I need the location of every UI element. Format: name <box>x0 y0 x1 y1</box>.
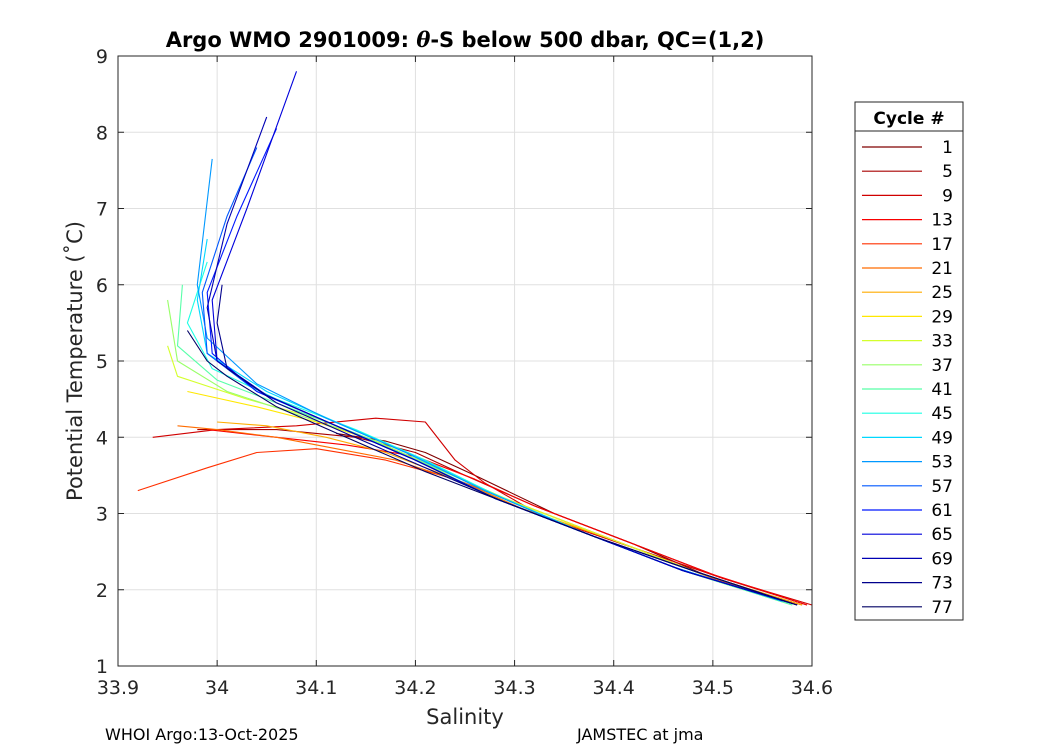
y-axis-label: Potential Temperature (˚C) <box>63 221 87 501</box>
legend-label-cycle-69: 69 <box>931 549 953 569</box>
y-tick-label: 2 <box>96 580 108 602</box>
legend-label-cycle-77: 77 <box>931 598 953 618</box>
legend-label-cycle-73: 73 <box>931 574 953 594</box>
y-tick-label: 5 <box>96 351 108 373</box>
legend-title: Cycle # <box>873 109 944 129</box>
legend: Cycle # 1 5 9 13 17 21 25 29 33 37 41 45 49 53 57 61 65 6… <box>854 101 964 621</box>
y-tick-label: 3 <box>96 504 108 526</box>
y-tick-label: 1 <box>96 656 108 678</box>
x-tick-label: 33.9 <box>97 677 139 699</box>
legend-label-cycle-25: 25 <box>931 283 953 303</box>
series-line-cycle-13 <box>207 429 808 606</box>
series-line-cycle-77 <box>186 330 798 606</box>
legend-label-cycle-53: 53 <box>931 453 953 473</box>
footer-credit: JAMSTEC at jma <box>577 725 704 744</box>
x-tick-label: 34.2 <box>394 677 436 699</box>
legend-label-cycle-21: 21 <box>931 259 953 279</box>
legend-label-cycle-17: 17 <box>931 235 953 255</box>
legend-label-cycle-49: 49 <box>931 428 953 448</box>
y-tick-label: 8 <box>96 122 108 144</box>
legend-label-cycle-57: 57 <box>931 477 953 497</box>
legend-label-cycle-1: 1 <box>942 138 953 158</box>
legend-label-cycle-5: 5 <box>942 162 953 182</box>
x-tick-label: 34.5 <box>692 677 734 699</box>
legend-label-cycle-29: 29 <box>931 307 953 327</box>
legend-label-cycle-45: 45 <box>931 404 953 424</box>
y-tick-label: 9 <box>96 46 108 68</box>
legend-label-cycle-41: 41 <box>931 380 953 400</box>
series-line-cycle-9 <box>152 417 813 606</box>
x-axis-label: Salinity <box>426 705 504 729</box>
series-group <box>137 71 813 606</box>
y-tick-label: 6 <box>96 275 108 297</box>
x-tick-label: 34.1 <box>295 677 337 699</box>
legend-label-cycle-9: 9 <box>942 186 953 206</box>
grid <box>118 56 812 666</box>
y-tick-label: 7 <box>96 199 108 221</box>
legend-label-cycle-61: 61 <box>931 501 953 521</box>
footer-source: WHOI Argo:13-Oct-2025 <box>105 725 299 744</box>
series-line-cycle-69 <box>206 116 798 606</box>
y-tick-label: 4 <box>96 427 108 449</box>
chart-title: Argo WMO 2901009: θ-S below 500 dbar, QC… <box>166 27 765 52</box>
legend-label-cycle-65: 65 <box>931 525 953 545</box>
legend-label-cycle-37: 37 <box>931 356 953 376</box>
x-tick-label: 34 <box>205 677 229 699</box>
x-tick-label: 34.4 <box>593 677 635 699</box>
x-tick-label: 34.3 <box>493 677 535 699</box>
legend-entries: 1 5 9 13 17 21 25 29 33 37 41 45 49 53 57 61 65 69 73 77 <box>862 138 953 618</box>
legend-label-cycle-33: 33 <box>931 332 953 352</box>
x-tick-label: 34.6 <box>791 677 833 699</box>
legend-label-cycle-13: 13 <box>931 211 953 231</box>
